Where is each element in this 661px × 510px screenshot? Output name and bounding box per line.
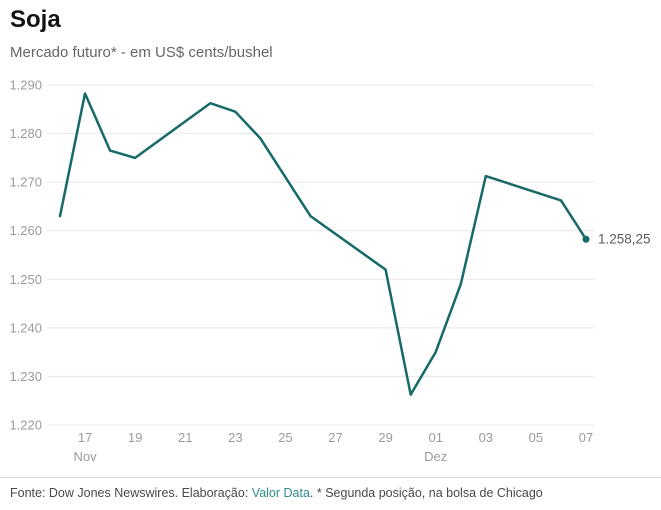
x-tick-label: 05	[529, 430, 543, 445]
x-tick-label: 17	[78, 430, 92, 445]
x-tick-label: 07	[579, 430, 593, 445]
x-tick-label: 01	[428, 430, 442, 445]
x-tick-label: 21	[178, 430, 192, 445]
x-tick-label: 23	[228, 430, 242, 445]
chart-title: Soja	[10, 6, 61, 33]
price-line-chart: 1.290 1.280 1.270 1.260 1.250 1.240 1.230 1.220…	[9, 78, 651, 465]
x-tick-label: 25	[278, 430, 292, 445]
last-point-dot	[582, 235, 590, 243]
footer-source-text: Fonte: Dow Jones Newswires. Elaboração:	[10, 486, 252, 500]
y-tick-label: 1.270	[9, 175, 42, 190]
x-tick-sublabel: Dez	[424, 449, 447, 464]
chart-subtitle: Mercado futuro* - em US$ cents/bushel	[10, 44, 273, 61]
last-value-label: 1.258,25	[598, 232, 651, 247]
x-tick-sublabel: Nov	[73, 449, 97, 464]
chart-footer: Fonte: Dow Jones Newswires. Elaboração: …	[0, 477, 661, 500]
price-line	[58, 92, 588, 396]
y-tick-label: 1.230	[9, 369, 42, 384]
y-tick-label: 1.250	[9, 272, 42, 287]
y-tick-label: 1.240	[9, 320, 42, 335]
x-tick-label: 29	[378, 430, 392, 445]
footer-note-text: . * Segunda posição, na bolsa de Chicago	[309, 486, 543, 500]
x-tick-label: 19	[128, 430, 142, 445]
y-tick-label: 1.290	[9, 78, 42, 93]
valor-data-link[interactable]: Valor Data	[251, 486, 310, 500]
y-tick-label: 1.260	[9, 223, 42, 238]
x-tick-label: 27	[328, 430, 342, 445]
y-tick-label: 1.220	[9, 418, 42, 433]
x-tick-label: 03	[479, 430, 493, 445]
y-tick-label: 1.280	[9, 126, 42, 141]
